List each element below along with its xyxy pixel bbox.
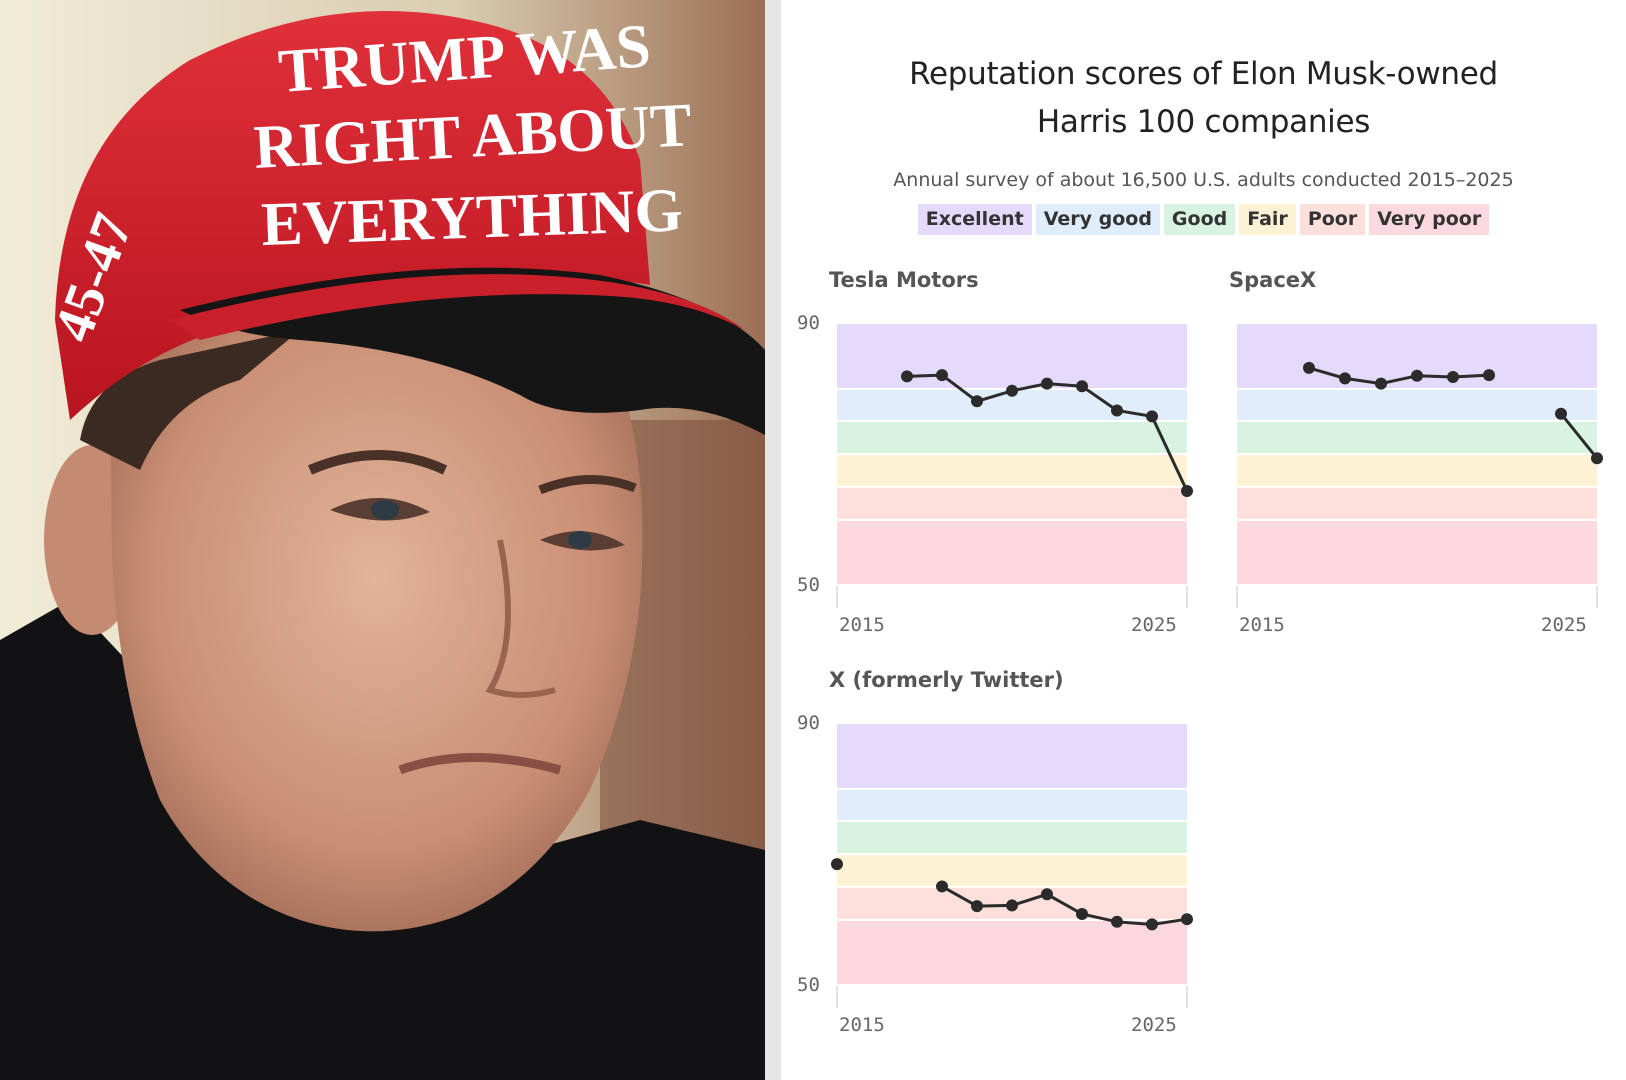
spacex-point-2018 — [1339, 372, 1351, 385]
x-point-2023 — [1111, 915, 1123, 928]
spacex-x-tick-mark — [1236, 586, 1238, 608]
legend: Excellent Very good Good Fair Poor Very poor — [781, 204, 1626, 235]
tesla-band-very-poor — [837, 520, 1187, 584]
x-band-fair — [837, 855, 1187, 886]
spacex-point-2022 — [1483, 369, 1495, 382]
tesla-chart-title: Tesla Motors — [829, 268, 979, 292]
spacex-point-2017 — [1303, 361, 1315, 374]
tesla-point-2017 — [901, 370, 913, 383]
tesla-series-line — [906, 373, 1189, 492]
tesla-y-tick-label: 90 — [797, 312, 820, 334]
legend-item-fair: Fair — [1239, 204, 1296, 235]
x-x-tick-label: 2025 — [1131, 1014, 1177, 1036]
x-point-2015 — [831, 858, 843, 871]
panel-divider — [765, 0, 781, 1080]
x-line-svg — [831, 858, 1193, 931]
spacex-band-very-good — [1237, 389, 1597, 421]
tesla-point-2020 — [1006, 384, 1018, 397]
legend-item-good: Good — [1163, 204, 1236, 235]
x-band-good — [837, 822, 1187, 853]
spacex-series-line — [1308, 366, 1490, 386]
spacex-chart-title: SpaceX — [1229, 268, 1317, 292]
x-point-2022 — [1076, 907, 1088, 920]
tesla-point-2022 — [1076, 380, 1088, 393]
spacex-x-tick-label: 2025 — [1541, 614, 1587, 636]
tesla-x-tick-label: 2025 — [1131, 614, 1177, 636]
chart-panel: Reputation scores of Elon Musk-owned Har… — [781, 0, 1626, 1080]
x-point-2021 — [1041, 888, 1053, 901]
legend-item-poor: Poor — [1299, 204, 1366, 235]
chart-title-line-2: Harris 100 companies — [1036, 104, 1371, 140]
spacex-x-tick-label: 2015 — [1239, 614, 1285, 636]
tesla-point-2019 — [971, 395, 983, 408]
tesla-x-tick-label: 2015 — [839, 614, 885, 636]
spacex-x-tick-mark — [1596, 586, 1598, 608]
spacex-point-2020 — [1411, 369, 1423, 382]
x-band-very-poor — [837, 920, 1187, 984]
tesla-band-poor — [837, 487, 1187, 519]
tesla-band-fair — [837, 455, 1187, 486]
tesla-point-2021 — [1041, 377, 1053, 390]
tesla-y-tick-label: 50 — [797, 574, 820, 596]
legend-item-very-poor: Very poor — [1369, 204, 1490, 235]
tesla-plot-area — [837, 324, 1193, 586]
tesla-x-tick-mark — [1186, 586, 1188, 608]
spacex-point-2019 — [1375, 377, 1387, 390]
x-point-2018 — [936, 880, 948, 893]
photo-panel: TRUMP WAS RIGHT ABOUT EVERYTHING 45-47 — [0, 0, 765, 1080]
x-point-2020 — [1006, 899, 1018, 912]
x-point-2019 — [971, 900, 983, 913]
spacex-point-2025 — [1591, 452, 1603, 465]
x-band-excellent — [837, 724, 1187, 788]
portrait-image: TRUMP WAS RIGHT ABOUT EVERYTHING 45-47 — [0, 0, 765, 1080]
spacex-series-line — [1559, 412, 1599, 460]
tesla-line-svg — [901, 369, 1193, 498]
tesla-band-good — [837, 422, 1187, 453]
legend-item-very-good: Very good — [1035, 204, 1160, 235]
x-point-2025 — [1181, 913, 1193, 926]
x-plot-area — [831, 724, 1193, 986]
x-band-very-good — [837, 789, 1187, 821]
x-x-tick-mark — [836, 986, 838, 1008]
spacex-band-very-poor — [1237, 520, 1597, 584]
x-x-tick-mark — [1186, 986, 1188, 1008]
hat-line-3: EVERYTHING — [260, 176, 684, 259]
chart-subtitle: Annual survey of about 16,500 U.S. adult… — [893, 169, 1514, 191]
tesla-x-tick-mark — [836, 586, 838, 608]
spacex-point-2024 — [1555, 407, 1567, 420]
spacex-band-fair — [1237, 455, 1597, 486]
spacex-point-2021 — [1447, 371, 1459, 384]
chart-title-line-1: Reputation scores of Elon Musk-owned — [909, 56, 1498, 92]
x-point-2024 — [1146, 918, 1158, 931]
x-y-tick-label: 90 — [797, 712, 820, 734]
tesla-point-2018 — [936, 369, 948, 382]
spacex-line-svg — [1303, 361, 1603, 465]
tesla-band-excellent — [837, 324, 1187, 388]
x-chart-title: X (formerly Twitter) — [829, 668, 1064, 692]
tesla-point-2025 — [1181, 485, 1193, 498]
tesla-point-2024 — [1146, 410, 1158, 423]
tesla-point-2023 — [1111, 404, 1123, 417]
spacex-plot-area — [1237, 324, 1603, 586]
x-y-tick-label: 50 — [797, 974, 820, 996]
spacex-band-poor — [1237, 487, 1597, 519]
legend-item-excellent: Excellent — [917, 204, 1032, 235]
x-x-tick-label: 2015 — [839, 1014, 885, 1036]
spacex-band-good — [1237, 422, 1597, 453]
